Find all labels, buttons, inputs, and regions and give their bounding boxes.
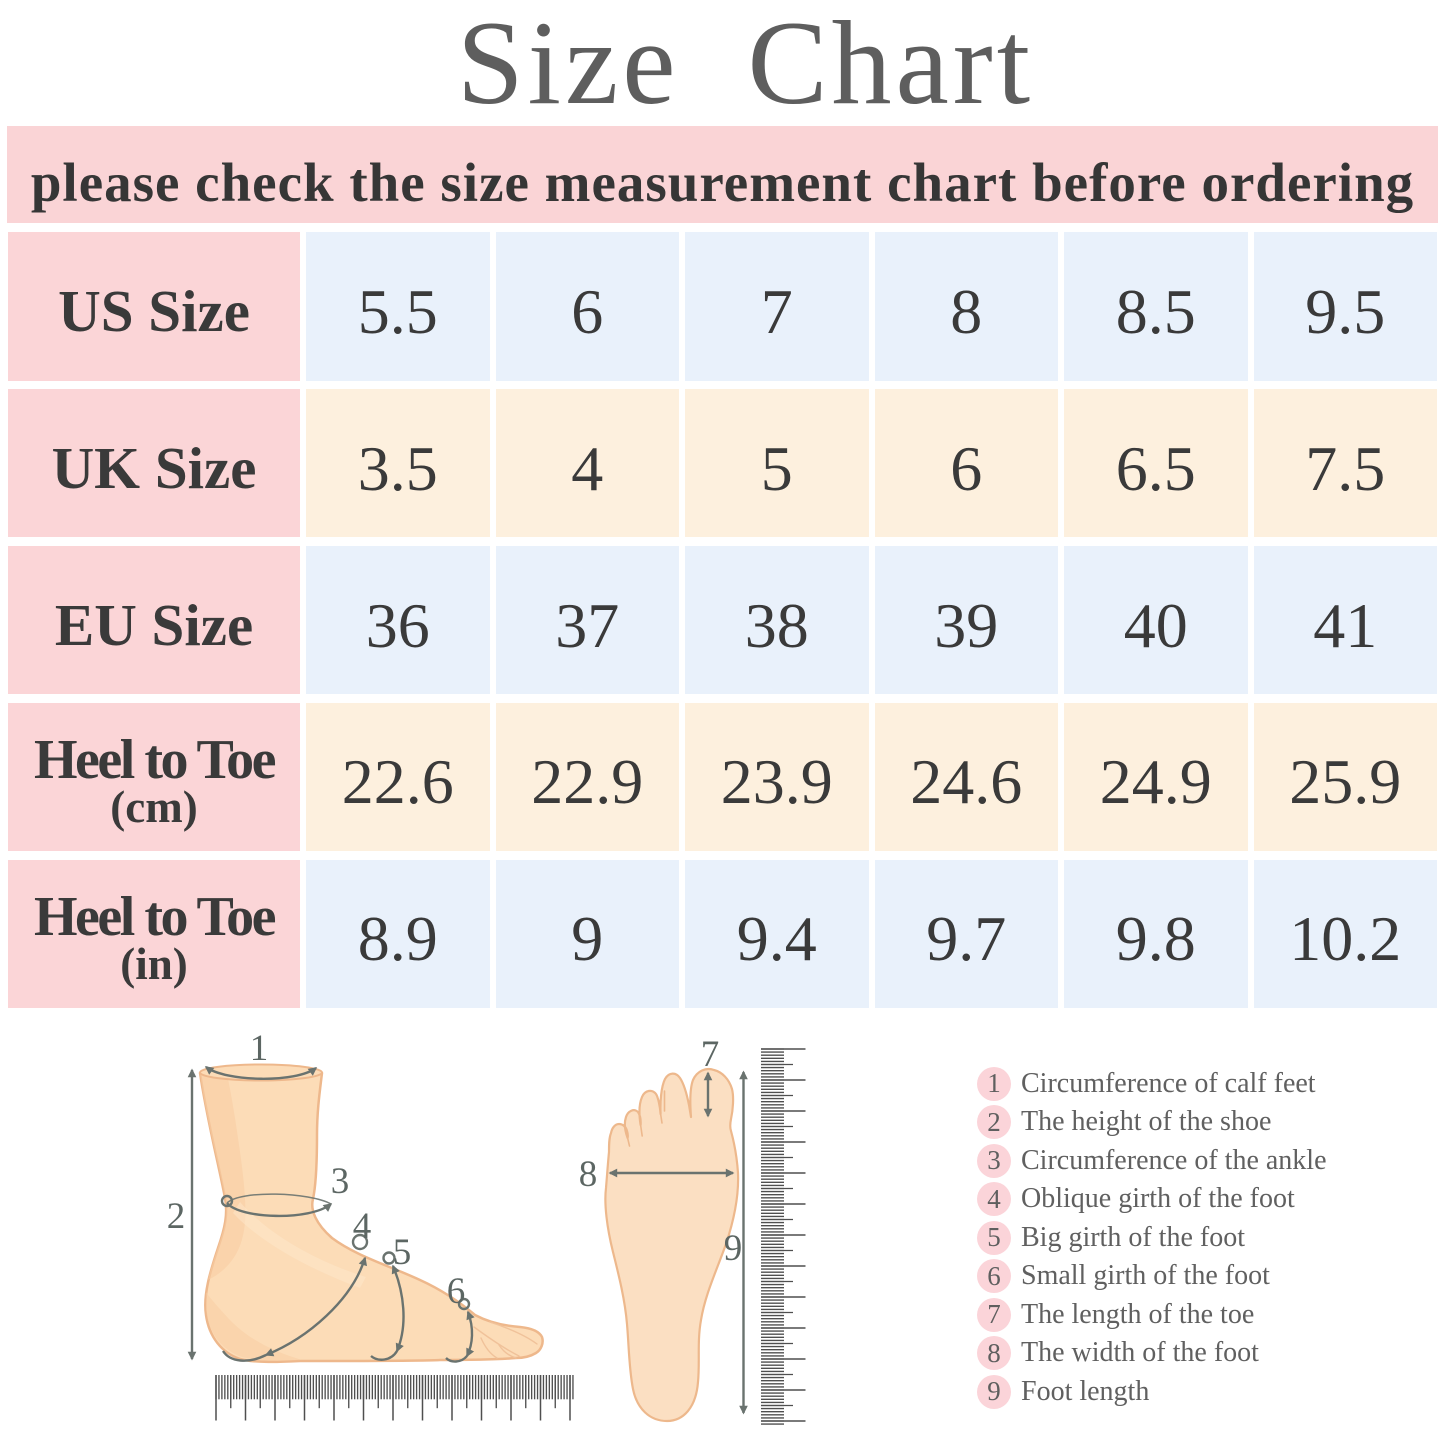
svg-text:8: 8 xyxy=(579,1154,598,1195)
svg-text:3: 3 xyxy=(331,1161,350,1202)
svg-text:5: 5 xyxy=(393,1232,412,1273)
svg-text:9: 9 xyxy=(724,1228,743,1269)
svg-text:4: 4 xyxy=(353,1206,372,1247)
svg-text:6: 6 xyxy=(447,1271,466,1312)
svg-text:2: 2 xyxy=(167,1196,186,1237)
svg-text:7: 7 xyxy=(701,1034,720,1075)
svg-text:1: 1 xyxy=(250,1030,269,1069)
